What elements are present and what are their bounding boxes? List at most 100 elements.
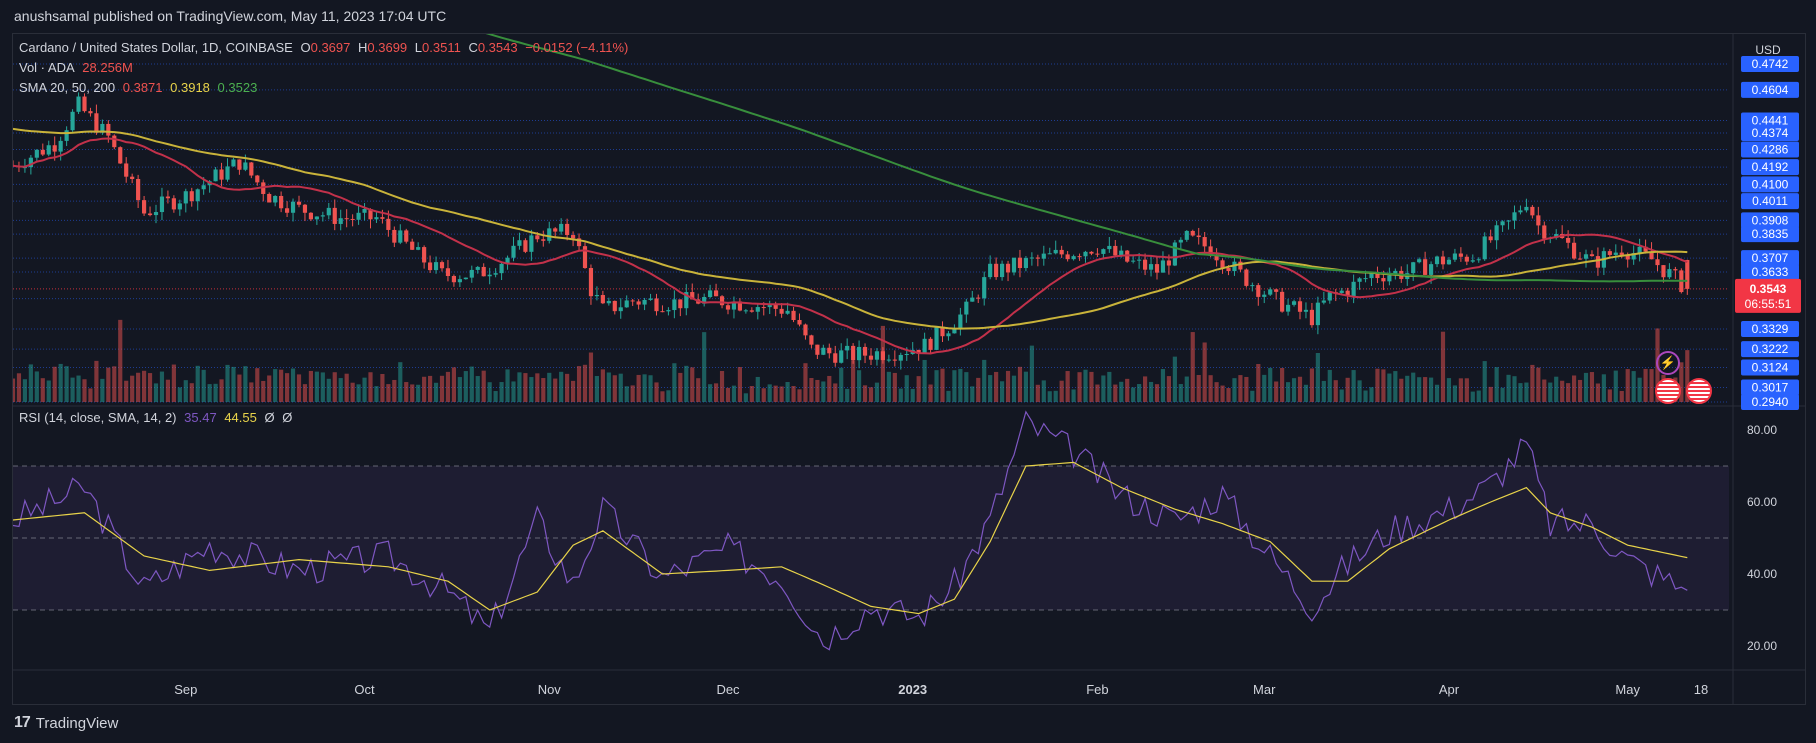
candle-body	[904, 353, 909, 355]
volume-bar	[612, 375, 617, 402]
candle-body	[856, 346, 862, 361]
candle-body	[1208, 246, 1213, 256]
candle-body	[815, 344, 820, 355]
volume-bar	[487, 382, 492, 402]
candle-body	[82, 96, 87, 112]
candle-body	[1178, 239, 1183, 243]
candle-body	[1202, 237, 1207, 247]
symbol-name: Cardano / United States Dollar, 1D, COIN…	[19, 40, 293, 55]
candle-body	[1417, 259, 1422, 263]
volume-bar	[982, 359, 987, 402]
candle-body	[76, 96, 81, 112]
volume-bar	[708, 384, 713, 402]
candle-body	[636, 301, 641, 305]
price-tick-label: 0.3017	[1752, 381, 1789, 395]
volume-bar	[797, 389, 802, 402]
price-tick-badge	[1741, 159, 1799, 176]
volume-bar	[219, 379, 224, 402]
candle-body	[535, 235, 540, 240]
candle-body	[1059, 249, 1064, 255]
price-tick-badge	[1741, 341, 1799, 358]
candle-body	[779, 308, 784, 314]
volume-bar	[606, 372, 611, 402]
volume-bar	[886, 371, 891, 402]
candle-body	[46, 145, 51, 155]
volume-bar	[648, 375, 653, 402]
volume-bar	[147, 373, 153, 402]
candle-body	[1566, 237, 1571, 243]
candle-body	[1637, 246, 1642, 254]
volume-bar	[576, 366, 582, 402]
volume-bar	[1268, 367, 1273, 402]
volume-bar	[338, 378, 343, 402]
candle-body	[28, 157, 33, 168]
candle-body	[713, 290, 719, 297]
candle-body	[654, 298, 659, 312]
sma20-value: 0.3871	[122, 80, 163, 95]
volume-bar	[243, 366, 248, 402]
volume-bar	[1470, 391, 1475, 402]
candle-body	[1220, 260, 1225, 269]
candle-body	[255, 175, 260, 183]
candle-body	[1214, 255, 1219, 261]
volume-bar	[40, 378, 45, 402]
time-tick-label: Mar	[1253, 682, 1276, 697]
time-tick-label: Nov	[538, 682, 562, 697]
candle-body	[606, 300, 611, 304]
volume-bar	[1363, 390, 1368, 402]
volume-bar	[1160, 369, 1166, 402]
candle-body	[356, 212, 361, 220]
candle-body	[237, 159, 242, 170]
lightning-icon[interactable]: ⚡	[1656, 351, 1680, 375]
volume-bar	[1530, 364, 1535, 402]
candle-body	[570, 235, 576, 239]
candle-body	[1434, 256, 1440, 265]
volume-bar	[833, 383, 838, 402]
volume-bar	[874, 382, 880, 402]
volume-bar	[1518, 383, 1523, 402]
volume-bar	[106, 367, 111, 402]
volume-bar	[1631, 371, 1636, 402]
volume-bar	[410, 384, 415, 402]
price-tick-badge	[1741, 125, 1799, 142]
volume-bar	[1226, 388, 1231, 402]
volume-bar	[1262, 374, 1267, 402]
volume-bar	[880, 325, 886, 402]
volume-bar	[1381, 369, 1386, 402]
change-value: −0.0152 (−4.11%)	[525, 40, 629, 55]
candle-body	[851, 345, 856, 361]
volume-bar	[1256, 364, 1261, 402]
volume-bar	[1375, 368, 1380, 402]
volume-bar	[130, 375, 135, 402]
time-tick-label: Sep	[174, 682, 197, 697]
volume-bar	[475, 376, 480, 402]
candle-body	[88, 111, 93, 114]
volume-bar	[541, 378, 546, 402]
volume-bar	[1154, 384, 1160, 402]
volume-bar	[1494, 367, 1499, 402]
volume-bar	[499, 382, 504, 402]
candle-body	[195, 189, 200, 202]
volume-bar	[910, 388, 915, 402]
last-price-badge	[1735, 278, 1801, 313]
volume-bar	[374, 386, 379, 402]
chart-frame[interactable]: USD 0.4742 0.4604 0.4441 0.4374 0.4286 0.4192 0…	[12, 33, 1806, 705]
candle-body	[1411, 262, 1416, 274]
candle-body	[273, 195, 278, 203]
volume-bar	[1685, 350, 1690, 402]
volume-bar	[52, 366, 57, 402]
candle-body	[541, 239, 546, 241]
sma-label: SMA 20, 50, 200	[19, 80, 116, 95]
us-flag-icon[interactable]	[1655, 378, 1681, 404]
volume-bar	[940, 368, 945, 402]
volume-bar	[16, 373, 22, 402]
price-tick-label: 0.4374	[1752, 126, 1789, 140]
candle-body	[34, 149, 39, 158]
candle-body	[249, 162, 254, 176]
volume-bar	[1387, 373, 1392, 402]
us-flag-icon[interactable]	[1686, 378, 1712, 404]
candle-body	[1488, 236, 1493, 241]
candle-body	[934, 326, 939, 350]
volume-bar	[1005, 370, 1011, 402]
